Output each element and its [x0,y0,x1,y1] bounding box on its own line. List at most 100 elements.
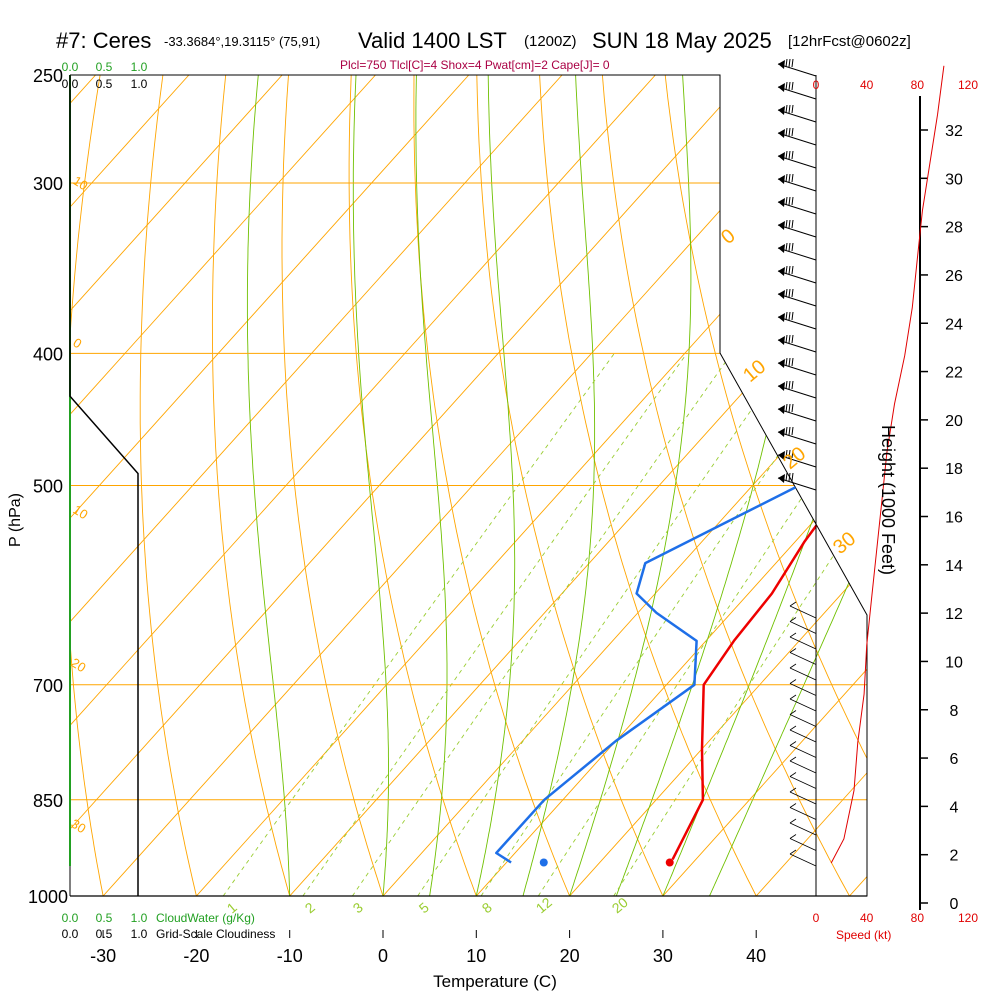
wind-barb-pennant [778,359,785,368]
dry-adiabat-label: 10 [70,502,90,522]
wind-barb [789,725,817,743]
pressure-tick-label: 1000 [28,887,68,907]
dry-adiabat-line [476,75,664,896]
wind-barb [789,803,817,820]
wind-barb-flag [788,219,791,229]
wind-barb-pennant [778,290,785,299]
wind-barb-flag [785,380,788,390]
wind-barb-flag [789,694,797,700]
pressure-tick-label: 400 [33,344,63,364]
wind-barb-pennant [778,175,785,184]
wind-barb-staff [789,776,817,789]
speed-tick-top: 40 [860,78,874,92]
wind-barb-flag [785,242,788,252]
x-tick-label: 10 [466,946,486,966]
wind-barbs [777,58,817,896]
wind-barb [777,311,817,330]
wind-barb-flag [789,710,797,715]
dry-adiabat-line [70,75,104,896]
wind-barb-pennant [778,336,785,345]
wind-barb-flag [788,58,791,68]
wind-barb-flag [789,632,797,638]
y-axis-label: P (hPa) [7,493,24,547]
wind-barb-flag [788,150,791,160]
height-tick-label: 30 [945,171,963,188]
wind-barb-flag [788,426,791,436]
height-tick-label: 14 [945,558,963,575]
wind-barb [789,710,817,727]
wind-barb-flag [789,663,797,669]
wind-barb-staff [789,729,817,743]
wind-barb-flag [788,472,791,482]
dry-adiabat-line [211,75,291,896]
wind-barb-flag [789,818,797,824]
wind-barb-flag [785,81,788,91]
wind-barb-pennant [778,83,785,92]
wind-barb-flag [791,104,794,114]
wind-barb-pennant [778,106,785,115]
wind-barb-flag [788,173,791,183]
wind-barb [777,173,817,192]
wind-barb [777,334,817,353]
height-tick-label: 18 [945,461,963,478]
dry-adiabat-label: 30 [829,528,860,559]
wind-barb-staff [789,698,817,712]
wind-barb-flag [785,472,788,482]
speed-tick-bottom: 80 [911,911,925,925]
cloudiness-label: Grid-Scale Cloudiness [156,927,275,941]
speed-tick-bottom: 120 [958,911,978,925]
mixing-ratio-label: 12 [533,894,555,916]
height-tick-label: 4 [950,799,959,816]
speed-tick-top: 120 [958,78,978,92]
wind-speed-profile [830,65,945,864]
wind-barb-staff [789,683,817,696]
wind-barb [789,663,817,681]
isotherm-line [70,75,283,896]
wind-barb-flag [791,265,794,275]
mixing-ratio-line [613,353,867,896]
background-lines [70,75,867,896]
dry-adiabat-line [853,75,867,896]
cloudiness-tick-bottom: 0.0 [62,927,79,941]
wind-barb-flag [791,173,794,183]
wind-barb-flag [788,81,791,91]
pressure-tick-label: 300 [33,174,63,194]
wind-barb [777,150,817,169]
dry-adiabat-line [664,75,867,896]
station-title: #7: Ceres [56,28,152,53]
wind-barb-flag [789,648,797,653]
wind-barb-staff [789,838,817,851]
dry-adiabat-line [413,75,571,896]
height-tick-label: 12 [945,606,963,623]
temperature-profile [671,75,867,860]
dry-adiabat-label: 0 [70,335,84,352]
height-tick-label: 26 [945,268,963,285]
cloudiness-tick-bottom: 0.5 [96,927,113,941]
dry-adiabat-label: 10 [70,173,90,193]
wind-barb-flag [785,173,788,183]
pressure-tick-label: 700 [33,676,63,696]
wind-barb [789,648,817,665]
wind-barb-flag [789,679,797,684]
pressure-tick-label: 500 [33,477,63,497]
height-tick-label: 8 [950,703,959,720]
isotherm-line [662,75,867,896]
dewpoint-profile [495,75,867,864]
mixing-ratio-label: 8 [479,899,495,916]
wind-barb [789,818,817,836]
height-tick-label: 6 [950,751,959,768]
cloudwater-label: CloudWater (g/Kg) [156,911,255,925]
wind-barb [777,127,817,146]
dry-adiabat-label: 20 [68,655,88,675]
moist-adiabat-line [709,75,867,896]
wind-barb-pennant [778,267,785,276]
speed-label: Speed (kt) [836,928,891,942]
height-axis-label: Height (1000 Feet) [878,425,898,575]
wind-barb-flag [791,127,794,137]
wind-barb-flag [791,150,794,160]
wind-barb [789,694,817,712]
wind-barb [777,426,817,445]
height-tick-label: 10 [945,654,963,671]
mixing-ratio-line [417,353,792,896]
